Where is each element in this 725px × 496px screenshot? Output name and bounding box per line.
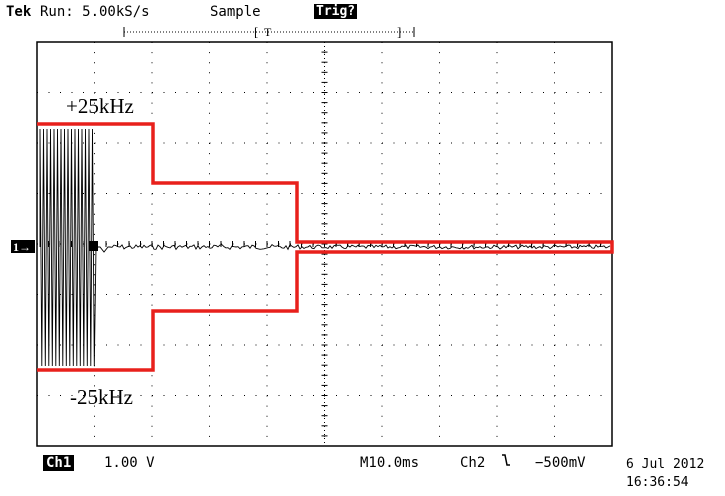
frequency-envelope-overlay	[37, 122, 614, 372]
trigger-status-badge: Trig?	[314, 4, 358, 19]
run-status: Run: 5.00kS/s	[40, 4, 150, 20]
lower-frequency-label: -25kHz	[70, 385, 133, 409]
svg-text:[: [	[254, 24, 258, 39]
trigger-source: Ch2	[460, 455, 486, 471]
falling-edge-icon	[501, 452, 511, 472]
date-stamp: 6 Jul 2012	[626, 457, 705, 472]
trigger-position-marker: T	[264, 25, 272, 39]
acquire-mode: Sample	[210, 4, 261, 20]
time-stamp: 16:36:54	[626, 475, 689, 490]
trigger-level: −500mV	[535, 455, 586, 471]
upper-frequency-label: +25kHz	[66, 94, 134, 118]
timebase-readout: M10.0ms	[360, 455, 420, 471]
brand-label: Tek	[6, 4, 32, 20]
svg-text:1→: 1→	[13, 240, 31, 254]
trigger-point-marker	[89, 241, 98, 251]
ground-reference-marker: 1→	[11, 240, 35, 254]
channel-badge: Ch1	[43, 455, 75, 471]
waveform-trace	[39, 128, 611, 367]
svg-text:]: ]	[397, 24, 401, 39]
volts-per-div: 1.00 V	[104, 455, 155, 471]
record-position-bar: [ ] T	[123, 24, 415, 39]
status-bar: Tek Run: 5.00kS/s Sample Trig?	[4, 2, 724, 24]
